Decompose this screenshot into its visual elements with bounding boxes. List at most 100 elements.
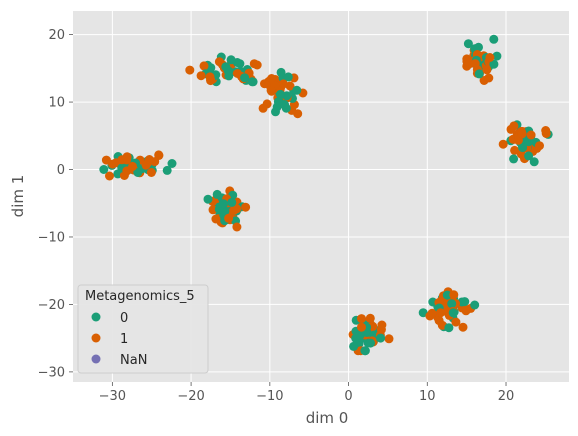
point-class-1 bbox=[510, 145, 520, 155]
point-class-0 bbox=[162, 165, 172, 175]
point-class-1 bbox=[252, 60, 262, 70]
legend-marker-nan bbox=[91, 354, 101, 364]
point-class-1 bbox=[205, 72, 215, 82]
y-tick-label: 10 bbox=[48, 96, 65, 111]
point-class-1 bbox=[241, 202, 251, 212]
point-class-0 bbox=[203, 194, 213, 204]
point-class-1 bbox=[233, 69, 242, 78]
point-class-1 bbox=[436, 308, 445, 318]
y-tick-label: −10 bbox=[38, 230, 65, 245]
point-class-0 bbox=[444, 323, 454, 333]
y-tick-label: −30 bbox=[38, 365, 65, 380]
point-class-0 bbox=[509, 154, 519, 164]
point-class-1 bbox=[267, 74, 277, 83]
point-class-1 bbox=[484, 73, 494, 83]
point-class-1 bbox=[482, 65, 492, 75]
point-class-0 bbox=[221, 62, 231, 72]
legend: Metagenomics_5 0 1 NaN bbox=[77, 284, 209, 374]
point-class-1 bbox=[461, 306, 471, 316]
point-class-1 bbox=[458, 322, 468, 332]
point-class-0 bbox=[355, 330, 365, 340]
point-class-0 bbox=[133, 168, 143, 177]
legend-label-0: 0 bbox=[120, 311, 128, 326]
point-class-1 bbox=[150, 157, 160, 167]
point-class-0 bbox=[470, 300, 480, 310]
point-class-1 bbox=[199, 61, 209, 71]
point-class-0 bbox=[226, 55, 236, 65]
y-tick-label: −20 bbox=[38, 298, 65, 313]
point-class-1 bbox=[376, 325, 386, 335]
point-class-1 bbox=[449, 290, 459, 300]
x-axis-ticks: −30 −20 −10 0 10 20 bbox=[99, 382, 515, 404]
point-class-1 bbox=[498, 139, 508, 149]
point-class-0 bbox=[349, 341, 359, 351]
point-class-1 bbox=[517, 129, 527, 139]
point-class-1 bbox=[108, 159, 118, 169]
x-tick-label: 10 bbox=[419, 389, 436, 404]
point-class-0 bbox=[292, 85, 302, 95]
y-tick-label: 0 bbox=[57, 163, 65, 178]
point-class-1 bbox=[509, 121, 519, 131]
point-class-0 bbox=[489, 34, 499, 44]
y-axis-label: dim 1 bbox=[9, 175, 27, 218]
legend-marker-0 bbox=[91, 312, 101, 322]
point-class-0 bbox=[529, 157, 539, 167]
point-class-1 bbox=[485, 53, 495, 62]
point-class-1 bbox=[105, 171, 114, 181]
legend-box bbox=[77, 284, 209, 374]
point-class-1 bbox=[232, 204, 242, 214]
point-class-1 bbox=[117, 155, 127, 165]
point-class-1 bbox=[232, 222, 242, 232]
point-class-0 bbox=[448, 308, 458, 318]
point-class-0 bbox=[247, 77, 257, 87]
point-class-0 bbox=[240, 73, 250, 83]
point-class-1 bbox=[541, 126, 551, 135]
point-class-0 bbox=[418, 308, 428, 318]
point-class-0 bbox=[99, 165, 109, 174]
point-class-0 bbox=[460, 297, 470, 307]
point-class-1 bbox=[462, 57, 472, 66]
y-axis-ticks: −30 −20 −10 0 10 20 bbox=[38, 28, 73, 380]
point-class-0 bbox=[447, 299, 457, 309]
x-tick-label: −20 bbox=[177, 389, 204, 404]
point-class-0 bbox=[271, 107, 280, 117]
point-class-0 bbox=[376, 333, 386, 343]
point-class-0 bbox=[276, 67, 286, 77]
point-class-1 bbox=[278, 79, 288, 89]
y-tick-label: 20 bbox=[48, 28, 65, 43]
point-class-0 bbox=[167, 159, 177, 168]
legend-label-nan: NaN bbox=[120, 353, 147, 368]
point-class-0 bbox=[474, 69, 484, 79]
legend-label-1: 1 bbox=[120, 332, 128, 347]
point-class-1 bbox=[357, 314, 366, 324]
point-class-1 bbox=[384, 334, 394, 344]
scatter-points bbox=[99, 34, 553, 356]
point-class-0 bbox=[492, 51, 502, 61]
point-class-0 bbox=[489, 59, 499, 69]
point-class-0 bbox=[524, 151, 534, 161]
point-class-1 bbox=[128, 161, 137, 171]
x-tick-label: 0 bbox=[344, 389, 352, 404]
x-tick-label: 20 bbox=[498, 389, 515, 404]
point-class-1 bbox=[154, 150, 164, 160]
x-tick-label: −10 bbox=[256, 389, 283, 404]
point-class-1 bbox=[224, 213, 234, 223]
legend-marker-1 bbox=[91, 333, 101, 343]
point-class-1 bbox=[214, 57, 224, 67]
point-class-0 bbox=[273, 97, 283, 107]
legend-title: Metagenomics_5 bbox=[85, 289, 195, 304]
point-class-1 bbox=[535, 141, 544, 151]
point-class-0 bbox=[442, 290, 452, 300]
point-class-1 bbox=[425, 311, 435, 321]
point-class-0 bbox=[366, 338, 375, 348]
x-tick-label: −30 bbox=[99, 389, 126, 404]
point-class-1 bbox=[365, 313, 375, 323]
point-class-0 bbox=[227, 197, 237, 207]
point-class-1 bbox=[266, 86, 276, 95]
point-class-0 bbox=[518, 143, 528, 153]
point-class-0 bbox=[219, 199, 228, 209]
point-class-0 bbox=[283, 72, 293, 82]
point-class-0 bbox=[360, 346, 370, 356]
point-class-1 bbox=[258, 103, 268, 113]
